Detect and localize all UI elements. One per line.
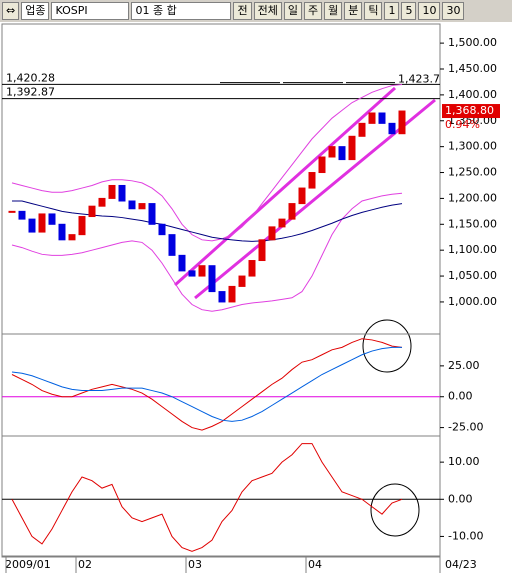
- toolbar-button[interactable]: 1: [384, 2, 400, 20]
- toolbar-button[interactable]: 틱: [364, 2, 383, 20]
- candle: [18, 210, 26, 220]
- y-tick-label: -25.00: [448, 421, 483, 434]
- candle: [338, 146, 346, 161]
- y-tick-label: 1,200.00: [448, 191, 497, 204]
- y-tick-label: 25.00: [448, 359, 480, 372]
- y-tick-label: 1,500.00: [448, 36, 497, 49]
- candle: [358, 122, 366, 137]
- candle: [28, 218, 36, 233]
- candle: [268, 226, 276, 241]
- name[interactable]: 01 종 합: [131, 2, 232, 20]
- candle: [348, 135, 356, 161]
- y-tick-label: 1,450.00: [448, 62, 497, 75]
- line-series: [12, 200, 403, 242]
- candle: [318, 156, 326, 174]
- candle: [258, 239, 266, 262]
- y-tick-label: 1,050.00: [448, 269, 497, 282]
- candle: [108, 184, 116, 199]
- y-tick-label: 1,400.00: [448, 88, 497, 101]
- ref-label: 1,420.28: [6, 71, 55, 84]
- toolbar: ⇔ 업종 KOSPI 01 종 합 전 전체 일 주 월 분 틱 1 5 10 30: [0, 0, 512, 22]
- y-tick-label: 1,000.00: [448, 295, 497, 308]
- last-label: 1,368.80: [445, 104, 494, 117]
- candle: [278, 218, 286, 228]
- toolbar-button[interactable]: 전체: [253, 2, 282, 20]
- y-tick-label: 1,300.00: [448, 140, 497, 153]
- candle: [228, 285, 236, 303]
- candle: [218, 291, 226, 303]
- line-series: [11, 338, 403, 431]
- candle: [378, 112, 386, 124]
- change-label: 0.94%: [445, 118, 480, 131]
- toolbar-button[interactable]: 일: [283, 2, 302, 20]
- candle: [208, 265, 216, 293]
- x-tick-label: 03: [188, 558, 202, 571]
- candle: [388, 122, 396, 135]
- toolbar-button[interactable]: 월: [324, 2, 343, 20]
- y-tick-label: -10.00: [448, 529, 483, 542]
- toolbar-button[interactable]: 분: [344, 2, 363, 20]
- toolbar-button[interactable]: 30: [442, 2, 465, 20]
- candle: [138, 203, 146, 210]
- chart: 1,500.001,450.001,400.001,350.001,300.00…: [1, 23, 500, 573]
- candle: [8, 210, 16, 213]
- candle: [248, 260, 256, 277]
- group[interactable]: 업종: [21, 2, 50, 20]
- candle: [398, 110, 406, 135]
- candle: [128, 200, 136, 210]
- buttons: 전 전체 일 주 월 분 틱 1 5 10 30: [233, 2, 465, 20]
- candle: [38, 213, 46, 233]
- y-tick-label: 1,250.00: [448, 166, 497, 179]
- trend-line: [173, 86, 397, 287]
- candle: [328, 146, 336, 158]
- high-label: 1,423.7: [398, 73, 440, 86]
- last-box: [442, 104, 500, 119]
- candle: [88, 205, 96, 218]
- candle: [288, 203, 296, 220]
- line-series: [11, 443, 403, 552]
- candle: [298, 187, 306, 205]
- y-tick-label: 1,150.00: [448, 217, 497, 230]
- y-tick-label: 0.00: [448, 492, 473, 505]
- x-tick-label: 04/23: [445, 558, 477, 571]
- x-tick-label: 02: [78, 558, 92, 571]
- candle: [148, 203, 156, 225]
- candle: [238, 275, 246, 287]
- candle: [158, 223, 166, 236]
- candle: [48, 213, 56, 225]
- line-series: [11, 192, 403, 312]
- toolbar-button[interactable]: 10: [418, 2, 441, 20]
- toolbar-button[interactable]: 5: [401, 2, 417, 20]
- y-tick-label: 10.00: [448, 455, 480, 468]
- circle-mark: [362, 319, 412, 373]
- candle: [118, 184, 126, 202]
- toolbar-button[interactable]: 전: [233, 2, 252, 20]
- candle: [68, 234, 76, 241]
- line-series: [11, 346, 402, 422]
- plot-frame: [1, 23, 441, 558]
- x-tick-label: 04: [308, 558, 322, 571]
- ref-label: 1,392.87: [6, 86, 55, 99]
- line-series: [11, 84, 403, 242]
- candle: [368, 112, 376, 124]
- candle: [178, 254, 186, 272]
- toolbar-button[interactable]: 주: [303, 2, 323, 20]
- y-tick-label: 1,100.00: [448, 243, 497, 256]
- y-tick-label: 0.00: [448, 390, 473, 403]
- x-tick-label: 2009/01: [5, 558, 51, 571]
- candle: [58, 223, 66, 241]
- menu-icon[interactable]: ⇔: [2, 2, 20, 20]
- candle: [78, 216, 86, 236]
- candle: [198, 265, 206, 277]
- code[interactable]: KOSPI: [51, 2, 130, 20]
- candle: [98, 197, 106, 207]
- candle: [188, 270, 196, 277]
- circle-mark: [370, 483, 420, 537]
- candle: [308, 172, 316, 189]
- candle: [168, 234, 176, 256]
